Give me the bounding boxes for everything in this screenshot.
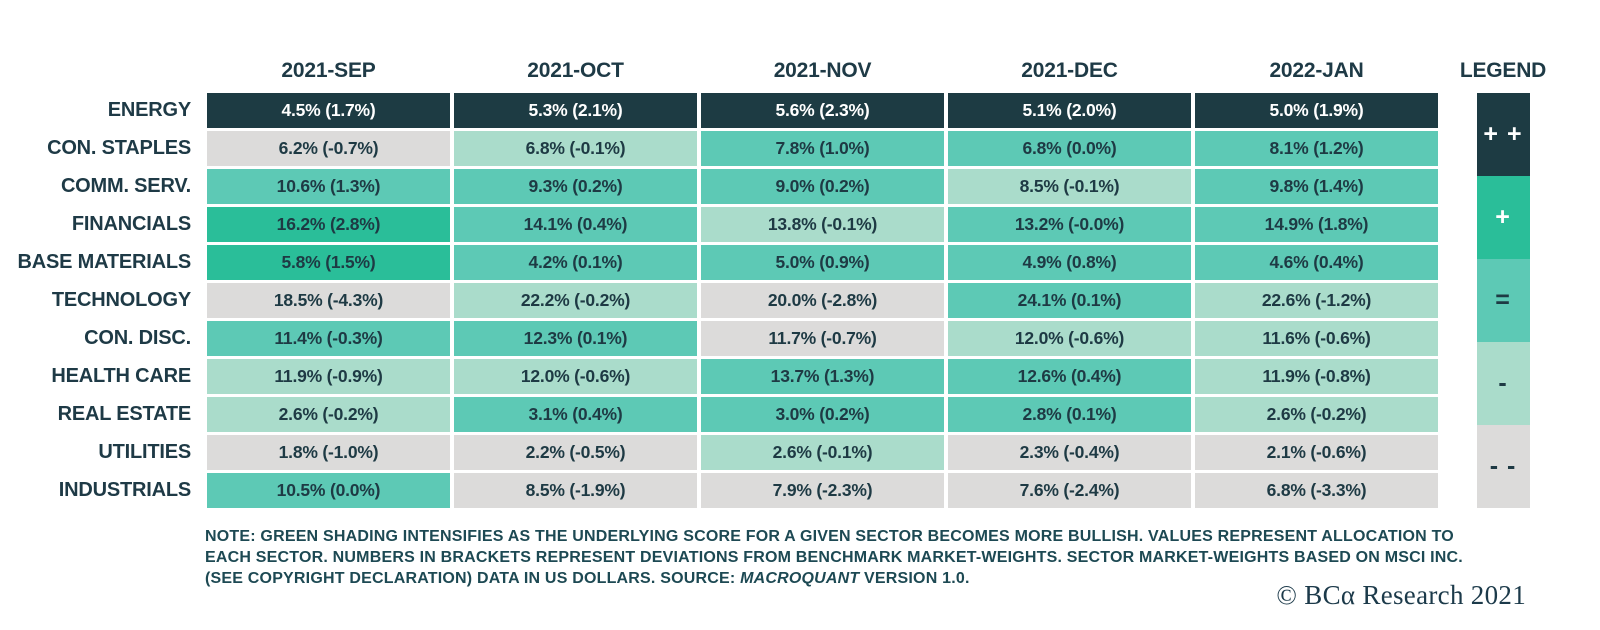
- column-header-2021-dec: 2021-DEC: [1021, 59, 1118, 82]
- legend-block-most-bearish: - -: [1476, 425, 1530, 508]
- heatmap-cell-con-disc-2021-oct: 12.3% (0.1%): [454, 321, 697, 356]
- row-label-comm-serv: COMM. SERV.: [60, 175, 191, 197]
- row-label-industrials: INDUSTRIALS: [58, 479, 191, 501]
- heatmap-cell-financials-2021-sep: 16.2% (2.8%): [207, 207, 450, 242]
- heatmap-cell-con-disc-2021-nov: 11.7% (-0.7%): [701, 321, 944, 356]
- heatmap-cell-con-staples-2022-jan: 8.1% (1.2%): [1195, 131, 1438, 166]
- table-and-legend: 2021-SEP 2021-OCT 2021-NOV 2021-DEC 2022-JAN…: [0, 52, 1558, 508]
- heatmap-cell-energy-2022-jan: 5.0% (1.9%): [1195, 93, 1438, 128]
- heatmap-cell-utilities-2021-sep: 1.8% (-1.0%): [207, 435, 450, 470]
- heatmap-cell-financials-2021-oct: 14.1% (0.4%): [454, 207, 697, 242]
- row-label-base-materials: BASE MATERIALS: [17, 251, 192, 273]
- heatmap-cell-industrials-2021-dec: 7.6% (-2.4%): [948, 473, 1191, 508]
- heatmap-cell-financials-2022-jan: 14.9% (1.8%): [1195, 207, 1438, 242]
- column-header-2021-nov: 2021-NOV: [773, 59, 872, 82]
- heatmap-cell-comm-serv-2021-dec: 8.5% (-0.1%): [948, 169, 1191, 204]
- heatmap-cell-con-staples-2021-sep: 6.2% (-0.7%): [207, 131, 450, 166]
- heatmap-cell-industrials-2022-jan: 6.8% (-3.3%): [1195, 473, 1438, 508]
- heatmap-cell-industrials-2021-oct: 8.5% (-1.9%): [454, 473, 697, 508]
- footnote-text: (SEE COPYRIGHT DECLARATION) DATA IN US D…: [205, 569, 741, 587]
- heatmap-cell-con-disc-2021-sep: 11.4% (-0.3%): [207, 321, 450, 356]
- row-label-utilities: UTILITIES: [98, 441, 191, 463]
- column-header-2021-sep: 2021-SEP: [281, 59, 376, 82]
- heatmap-cell-comm-serv-2021-nov: 9.0% (0.2%): [701, 169, 944, 204]
- heatmap-cell-industrials-2021-nov: 7.9% (-2.3%): [701, 473, 944, 508]
- row-label-health-care: HEALTH CARE: [51, 365, 191, 387]
- row-label-technology: TECHNOLOGY: [51, 289, 191, 311]
- heatmap-cell-con-disc-2022-jan: 11.6% (-0.6%): [1195, 321, 1438, 356]
- heatmap-cell-base-materials-2021-dec: 4.9% (0.8%): [948, 245, 1191, 280]
- heatmap-cell-real-estate-2022-jan: 2.6% (-0.2%): [1195, 397, 1438, 432]
- heatmap-cell-base-materials-2021-sep: 5.8% (1.5%): [207, 245, 450, 280]
- heatmap-cell-health-care-2021-nov: 13.7% (1.3%): [701, 359, 944, 394]
- heatmap-cell-con-staples-2021-dec: 6.8% (0.0%): [948, 131, 1191, 166]
- heatmap-cell-con-staples-2021-oct: 6.8% (-0.1%): [454, 131, 697, 166]
- heatmap-cell-comm-serv-2021-oct: 9.3% (0.2%): [454, 169, 697, 204]
- heatmap-cell-financials-2021-dec: 13.2% (-0.0%): [948, 207, 1191, 242]
- footnote-text: VERSION 1.0.: [859, 569, 970, 587]
- row-label-con-disc: CON. DISC.: [84, 327, 191, 349]
- copyright-notice: © BCα Research 2021: [1276, 580, 1526, 610]
- legend-title: LEGEND: [1459, 59, 1547, 82]
- heatmap-cell-health-care-2021-sep: 11.9% (-0.9%): [207, 359, 450, 394]
- heatmap-cell-real-estate-2021-sep: 2.6% (-0.2%): [207, 397, 450, 432]
- heatmap-cell-technology-2022-jan: 22.6% (-1.2%): [1195, 283, 1438, 318]
- heatmap-cell-industrials-2021-sep: 10.5% (0.0%): [207, 473, 450, 508]
- heatmap-cell-real-estate-2021-oct: 3.1% (0.4%): [454, 397, 697, 432]
- heatmap-grid: 2021-SEP 2021-OCT 2021-NOV 2021-DEC 2022-JAN…: [0, 52, 1438, 508]
- heatmap-cell-energy-2021-sep: 4.5% (1.7%): [207, 93, 450, 128]
- heatmap-cell-energy-2021-oct: 5.3% (2.1%): [454, 93, 697, 128]
- heatmap-cell-con-disc-2021-dec: 12.0% (-0.6%): [948, 321, 1191, 356]
- column-header-2021-oct: 2021-OCT: [527, 59, 624, 82]
- heatmap-cell-health-care-2021-dec: 12.6% (0.4%): [948, 359, 1191, 394]
- heatmap-cell-technology-2021-sep: 18.5% (-4.3%): [207, 283, 450, 318]
- heatmap-cell-base-materials-2021-oct: 4.2% (0.1%): [454, 245, 697, 280]
- heatmap-cell-con-staples-2021-nov: 7.8% (1.0%): [701, 131, 944, 166]
- heatmap-cell-technology-2021-oct: 22.2% (-0.2%): [454, 283, 697, 318]
- heatmap-cell-energy-2021-nov: 5.6% (2.3%): [701, 93, 944, 128]
- row-label-financials: FINANCIALS: [71, 213, 191, 235]
- heatmap-cell-comm-serv-2022-jan: 9.8% (1.4%): [1195, 169, 1438, 204]
- heatmap-cell-utilities-2022-jan: 2.1% (-0.6%): [1195, 435, 1438, 470]
- footnote-line: (SEE COPYRIGHT DECLARATION) DATA IN US D…: [205, 569, 1535, 590]
- legend-block-neutral: =: [1476, 259, 1530, 342]
- footnote-line: EACH SECTOR. NUMBERS IN BRACKETS REPRESE…: [205, 548, 1463, 566]
- heatmap-cell-technology-2021-dec: 24.1% (0.1%): [948, 283, 1191, 318]
- table-corner: [0, 52, 203, 90]
- heatmap-cell-utilities-2021-dec: 2.3% (-0.4%): [948, 435, 1191, 470]
- heatmap-cell-base-materials-2022-jan: 4.6% (0.4%): [1195, 245, 1438, 280]
- footnote: NOTE: GREEN SHADING INTENSIFIES AS THE U…: [205, 527, 1535, 589]
- row-label-real-estate: REAL ESTATE: [57, 403, 192, 425]
- heatmap-cell-utilities-2021-nov: 2.6% (-0.1%): [701, 435, 944, 470]
- legend-block-bearish: -: [1476, 342, 1530, 425]
- heatmap-cell-financials-2021-nov: 13.8% (-0.1%): [701, 207, 944, 242]
- row-label-con-staples: CON. STAPLES: [47, 137, 191, 159]
- heatmap-cell-base-materials-2021-nov: 5.0% (0.9%): [701, 245, 944, 280]
- heatmap-cell-utilities-2021-oct: 2.2% (-0.5%): [454, 435, 697, 470]
- heatmap-cell-health-care-2022-jan: 11.9% (-0.8%): [1195, 359, 1438, 394]
- legend-block-bullish: +: [1476, 176, 1530, 259]
- heatmap-cell-real-estate-2021-dec: 2.8% (0.1%): [948, 397, 1191, 432]
- legend-scale: + + + = - - -: [1476, 93, 1530, 508]
- footnote-line: NOTE: GREEN SHADING INTENSIFIES AS THE U…: [205, 528, 1454, 545]
- column-header-2022-jan: 2022-JAN: [1269, 59, 1364, 82]
- heatmap-cell-health-care-2021-oct: 12.0% (-0.6%): [454, 359, 697, 394]
- legend-block-most-bullish: + +: [1476, 93, 1530, 176]
- source-name: MACROQUANT: [740, 569, 860, 587]
- legend: LEGEND + + + = - - -: [1448, 52, 1558, 508]
- heatmap-cell-technology-2021-nov: 20.0% (-2.8%): [701, 283, 944, 318]
- heatmap-cell-energy-2021-dec: 5.1% (2.0%): [948, 93, 1191, 128]
- heatmap-cell-real-estate-2021-nov: 3.0% (0.2%): [701, 397, 944, 432]
- row-label-energy: ENERGY: [107, 99, 191, 121]
- heatmap-cell-comm-serv-2021-sep: 10.6% (1.3%): [207, 169, 450, 204]
